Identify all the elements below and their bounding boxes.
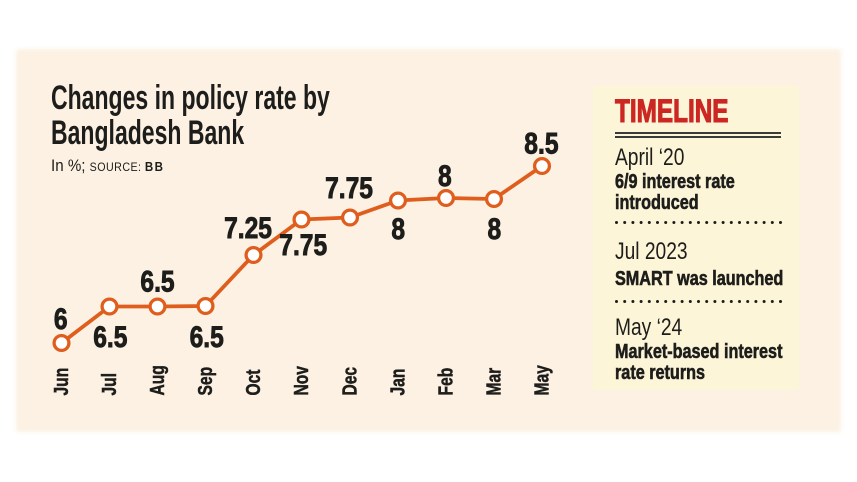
svg-text:Oct: Oct	[242, 369, 264, 395]
svg-text:8: 8	[391, 212, 405, 246]
svg-text:8: 8	[438, 159, 452, 193]
svg-text:6: 6	[54, 302, 68, 336]
svg-text:7.25: 7.25	[224, 211, 272, 245]
svg-text:Jun: Jun	[50, 368, 72, 396]
svg-text:Dec: Dec	[339, 367, 361, 396]
svg-text:Nov: Nov	[290, 366, 312, 395]
svg-text:Jul: Jul	[98, 373, 120, 396]
svg-text:Jan: Jan	[387, 369, 409, 396]
svg-text:8: 8	[487, 212, 501, 246]
svg-text:6.5: 6.5	[140, 264, 174, 298]
svg-text:May: May	[531, 365, 553, 395]
svg-text:Sep: Sep	[194, 367, 216, 396]
svg-text:6.5: 6.5	[93, 320, 127, 354]
svg-text:7.75: 7.75	[325, 171, 373, 205]
svg-text:6.5: 6.5	[190, 320, 224, 354]
svg-text:7.75: 7.75	[279, 227, 327, 261]
svg-text:Aug: Aug	[146, 365, 168, 395]
svg-text:Feb: Feb	[435, 368, 457, 396]
svg-text:8.5: 8.5	[524, 126, 558, 160]
svg-text:Mar: Mar	[483, 368, 505, 396]
